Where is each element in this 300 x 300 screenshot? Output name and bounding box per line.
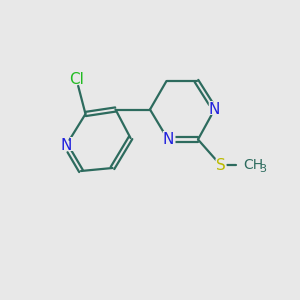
Text: N: N xyxy=(206,100,223,119)
Text: N: N xyxy=(58,136,74,155)
Text: 3: 3 xyxy=(260,164,266,174)
Text: N: N xyxy=(60,138,72,153)
Text: S: S xyxy=(216,158,225,172)
Text: S: S xyxy=(214,155,227,175)
Text: N: N xyxy=(160,130,176,149)
Text: N: N xyxy=(209,102,220,117)
Text: Cl: Cl xyxy=(69,72,84,87)
Text: CH: CH xyxy=(243,158,263,172)
Text: Cl: Cl xyxy=(66,70,87,89)
Text: N: N xyxy=(162,132,174,147)
